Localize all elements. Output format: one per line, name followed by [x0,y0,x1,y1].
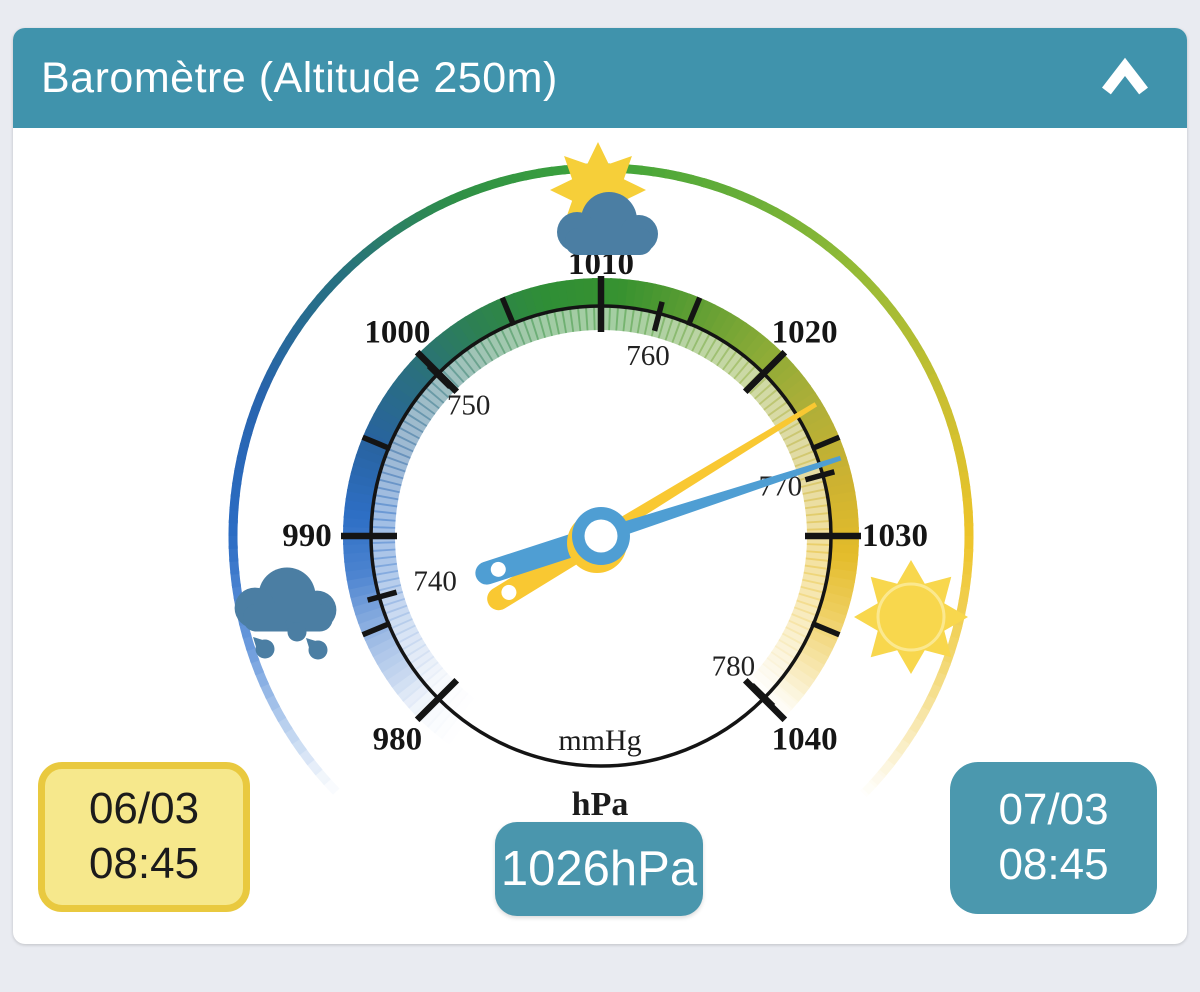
card-title: Baromètre (Altitude 250m) [41,53,558,102]
current-pressure-needle [475,455,842,585]
barometer-gauge: 9809901000101010201030104074075076077078… [228,142,974,847]
svg-text:1040: 1040 [772,722,838,758]
rain-cloud-icon [234,567,337,660]
sun-icon [854,560,968,674]
chevron-up-icon[interactable] [1099,56,1151,100]
gauge-outer-ring [228,163,974,847]
svg-text:980: 980 [373,722,423,758]
partly-cloudy-icon [550,142,658,255]
previous-reading-box[interactable]: 06/03 08:45 [38,762,250,912]
previous-reading-date: 06/03 [88,784,200,834]
svg-text:1020: 1020 [772,314,838,350]
gauge-ticks [341,276,861,723]
svg-text:1030: 1030 [862,518,928,554]
pressure-value-box: 1026hPa [495,822,703,916]
svg-text:760: 760 [626,340,670,372]
svg-text:990: 990 [282,518,332,554]
current-reading-box[interactable]: 07/03 08:45 [950,762,1157,914]
needle-hub [567,507,630,573]
barometer-card-header[interactable]: Baromètre (Altitude 250m) [13,28,1187,128]
pressure-value: 1026hPa [500,842,698,896]
mmhg-unit-label: mmHg [558,724,642,757]
barometer-card: Baromètre (Altitude 250m) 980 990 1000 1010… [13,28,1187,944]
current-reading-date: 07/03 [998,785,1109,835]
svg-text:780: 780 [712,651,756,683]
previous-reading-time: 08:45 [88,839,200,888]
svg-text:1000: 1000 [364,314,430,350]
current-reading-time: 08:45 [998,840,1109,889]
gauge-area: 980 990 1000 1010 1020 1030 1040 740 750 760 770 78… [13,128,1187,944]
svg-text:740: 740 [413,566,457,598]
svg-text:750: 750 [447,389,491,421]
hpa-unit-label: hPa [571,786,629,823]
